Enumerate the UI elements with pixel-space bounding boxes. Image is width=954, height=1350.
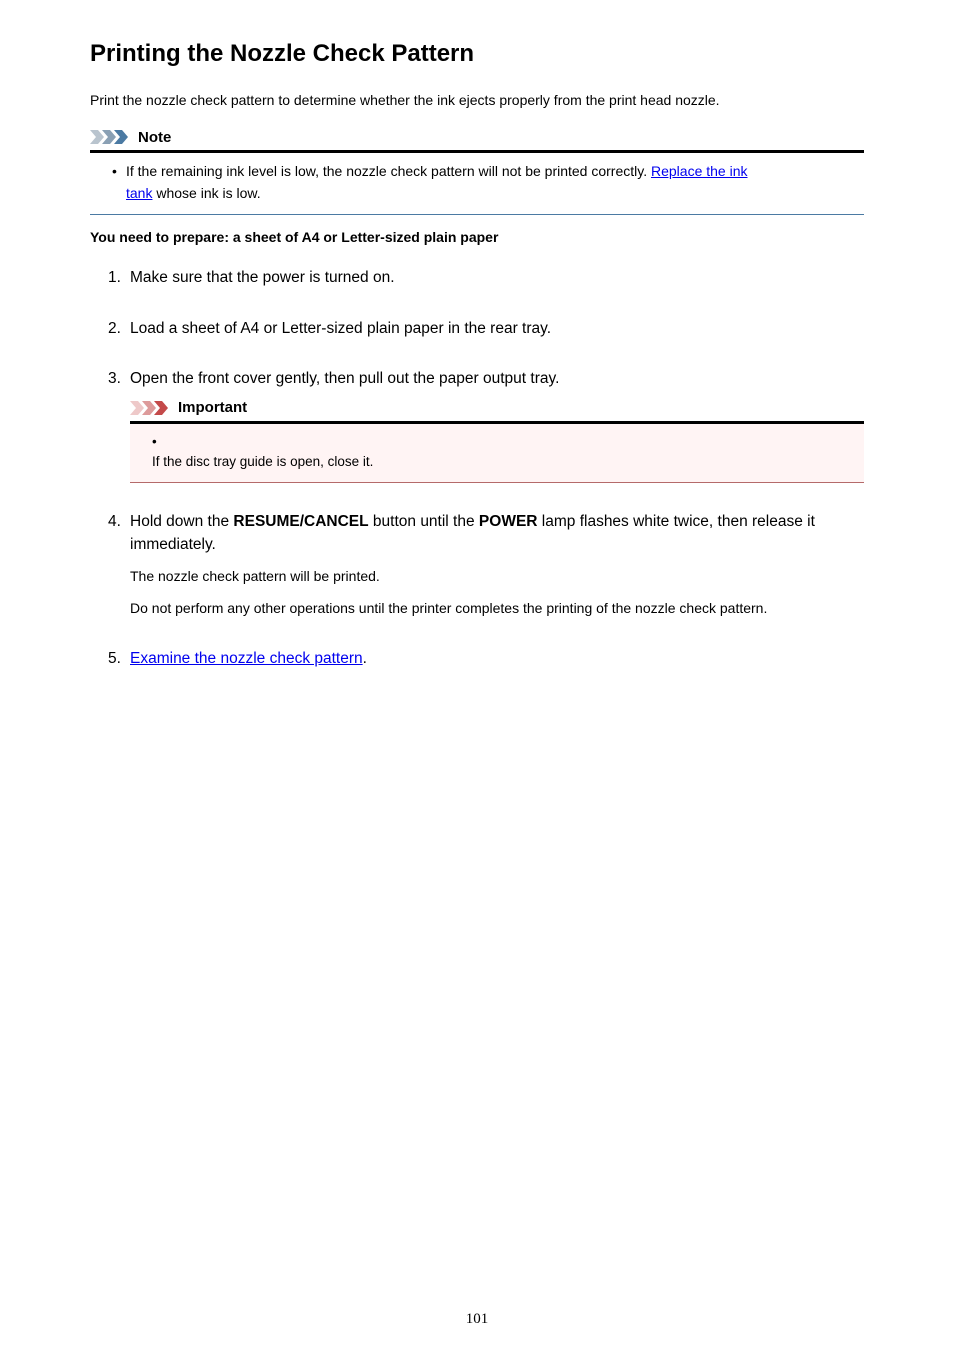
- step-5: Examine the nozzle check pattern.: [108, 648, 864, 670]
- steps-list: Make sure that the power is turned on. L…: [90, 267, 864, 670]
- step-1: Make sure that the power is turned on.: [108, 267, 864, 289]
- important-header: Important: [130, 397, 864, 419]
- power-label: POWER: [479, 513, 538, 530]
- step-1-text: Make sure that the power is turned on.: [130, 269, 395, 286]
- examine-pattern-link[interactable]: Examine the nozzle check pattern: [130, 650, 363, 667]
- replace-ink-link[interactable]: Replace the ink: [651, 163, 748, 179]
- resume-cancel-label: RESUME/CANCEL: [233, 513, 368, 530]
- important-label: Important: [178, 397, 247, 419]
- note-bottom-rule: [90, 214, 864, 215]
- step-4-part-a: Hold down the: [130, 513, 233, 530]
- step-4-sub2: Do not perform any other operations unti…: [130, 598, 864, 620]
- step-3-text: Open the front cover gently, then pull o…: [130, 370, 559, 387]
- intro-text: Print the nozzle check pattern to determ…: [90, 92, 864, 108]
- prepare-text: You need to prepare: a sheet of A4 or Le…: [90, 229, 864, 245]
- important-body: • If the disc tray guide is open, close …: [130, 424, 864, 483]
- note-body: • If the remaining ink level is low, the…: [90, 153, 864, 214]
- step-4-text: Hold down the RESUME/CANCEL button until…: [130, 513, 815, 552]
- important-callout: Important • If the disc tray guide is op…: [130, 397, 864, 484]
- step-4: Hold down the RESUME/CANCEL button until…: [108, 511, 864, 619]
- note-text-prefix: If the remaining ink level is low, the n…: [126, 163, 651, 179]
- note-chevrons-icon: [90, 129, 132, 145]
- step-2: Load a sheet of A4 or Letter-sized plain…: [108, 318, 864, 340]
- note-header: Note: [90, 126, 864, 148]
- important-item-text: If the disc tray guide is open, close it…: [152, 452, 854, 472]
- step-3: Open the front cover gently, then pull o…: [108, 368, 864, 483]
- important-chevrons-icon: [130, 400, 172, 416]
- page-title: Printing the Nozzle Check Pattern: [90, 40, 864, 68]
- step-4-part-c: button until the: [369, 513, 479, 530]
- note-text-suffix: whose ink is low.: [152, 185, 260, 201]
- important-bottom-rule: [130, 482, 864, 483]
- page-number: 101: [0, 1311, 954, 1328]
- note-callout: Note • If the remaining ink level is low…: [90, 126, 864, 215]
- bullet-icon: •: [152, 432, 166, 452]
- note-item-text: If the remaining ink level is low, the n…: [126, 161, 748, 204]
- bullet-icon: •: [112, 161, 126, 204]
- step-2-text: Load a sheet of A4 or Letter-sized plain…: [130, 320, 551, 337]
- step-5-suffix: .: [363, 650, 367, 667]
- note-label: Note: [138, 129, 171, 146]
- replace-ink-tank-link[interactable]: tank: [126, 185, 152, 201]
- step-4-sub1: The nozzle check pattern will be printed…: [130, 566, 864, 588]
